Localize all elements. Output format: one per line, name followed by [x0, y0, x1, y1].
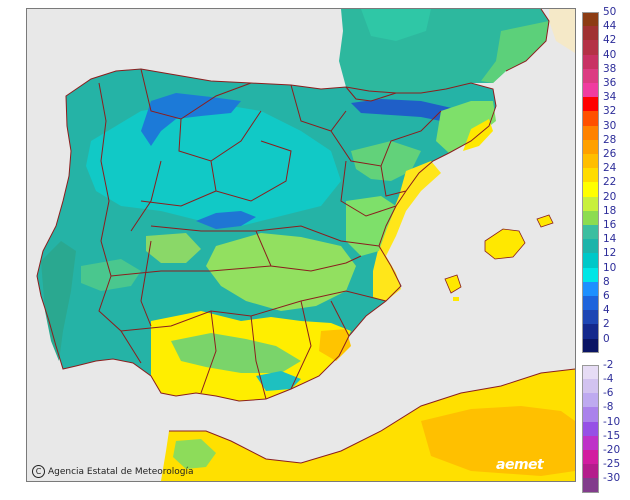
france-north-light	[361, 9, 431, 41]
copyright-icon: C	[32, 465, 45, 478]
legend-swatch	[582, 253, 599, 269]
france-coast-band	[481, 21, 549, 83]
legend-swatch	[582, 182, 599, 198]
legend-label: 6	[603, 290, 610, 302]
madrid-green	[146, 233, 201, 263]
legend-label: -4	[603, 373, 614, 385]
legend-swatch	[582, 310, 599, 325]
legend-label: -25	[603, 458, 621, 471]
legend-swatch	[582, 421, 599, 437]
formentera	[453, 297, 459, 301]
credit-line: C Agencia Estatal de Meteorología	[32, 465, 194, 478]
legend-swatch	[582, 393, 599, 408]
legend-label: -15	[603, 429, 621, 442]
legend-label: 18	[603, 204, 617, 217]
legend-label: 38	[603, 62, 617, 75]
legend-label: -6	[603, 387, 614, 400]
legend-swatch	[582, 12, 599, 27]
legend-swatch	[582, 464, 599, 479]
legend-label: 36	[603, 77, 617, 89]
ebro-green	[351, 141, 421, 181]
legend-label: 2	[603, 318, 610, 331]
legend-label: 32	[603, 105, 617, 118]
legend-swatch	[582, 168, 599, 183]
color-legend: 50 44 42 40 38 36 34 32 30 28 26 24 22 20 18 16 14 12 10 8 6…	[582, 6, 630, 494]
menorca	[536, 214, 554, 228]
legend-label: 34	[603, 91, 617, 104]
legend-label: 40	[603, 48, 617, 61]
legend-swatch	[582, 40, 599, 56]
legend-swatch	[582, 54, 599, 70]
alps-corner	[549, 9, 575, 53]
legend-swatch	[582, 364, 599, 380]
legend-label: 24	[603, 162, 617, 175]
legend-swatch	[582, 267, 599, 283]
map-canvas	[27, 9, 575, 481]
legend-label: 20	[603, 190, 617, 203]
la-mancha-green	[206, 233, 356, 311]
legend-label: 0	[603, 332, 610, 345]
legend-swatch	[582, 154, 599, 169]
legend-swatch	[582, 435, 599, 451]
legend-swatch	[582, 196, 599, 212]
legend-label: 28	[603, 133, 617, 146]
sierra-nevada-cyan	[256, 371, 301, 391]
guadalquivir-green	[171, 333, 301, 373]
legend-label: 44	[603, 20, 617, 33]
southeast-orange	[319, 329, 351, 361]
north-africa-orange	[421, 406, 575, 476]
legend-label: 22	[603, 176, 617, 189]
aemet-logo: aemet	[496, 457, 544, 473]
central-system-blue	[196, 211, 256, 229]
rif-green	[173, 439, 216, 469]
legend-label: 42	[603, 34, 617, 47]
legend-swatch	[582, 478, 599, 494]
legend-swatch	[582, 139, 599, 155]
legend-label: 26	[603, 148, 617, 160]
temperature-map	[26, 8, 576, 482]
legend-swatch	[582, 281, 599, 297]
legend-swatch	[582, 26, 599, 41]
credit-text: Agencia Estatal de Meteorología	[48, 467, 194, 477]
province-borders	[36, 68, 497, 402]
legend-swatch	[582, 225, 599, 240]
legend-label: 12	[603, 247, 617, 260]
legend-label: -20	[603, 444, 621, 456]
legend-swatch	[582, 83, 599, 98]
legend-label: 4	[603, 304, 610, 317]
east-coast-yellow	[373, 161, 441, 301]
cantabrian-blue	[141, 93, 241, 146]
legend-swatch	[582, 450, 599, 465]
country-borders	[169, 9, 575, 464]
portugal-coast	[41, 241, 76, 361]
legend-frame-positive	[582, 12, 599, 353]
legend-label: 30	[603, 119, 617, 132]
legend-swatch	[582, 296, 599, 311]
legend-swatch	[582, 338, 599, 354]
legend-frame-negative	[582, 364, 599, 493]
ibiza	[444, 274, 462, 294]
legend-label: 50	[603, 6, 617, 18]
catalonia-green	[436, 101, 496, 153]
legend-swatch	[582, 111, 599, 127]
legend-swatch	[582, 125, 599, 141]
legend-label: 8	[603, 275, 610, 288]
legend-swatch	[582, 379, 599, 394]
mallorca	[484, 228, 526, 260]
legend-swatch	[582, 210, 599, 226]
legend-label: -30	[603, 472, 621, 485]
legend-label: 14	[603, 233, 617, 246]
legend-swatch	[582, 324, 599, 340]
legend-swatch	[582, 239, 599, 254]
legend-label: 16	[603, 219, 617, 231]
legend-swatch	[582, 407, 599, 423]
legend-label: -10	[603, 415, 621, 428]
legend-swatch	[582, 68, 599, 84]
legend-label: -2	[603, 358, 614, 371]
legend-label: 10	[603, 261, 617, 274]
legend-label: -8	[603, 401, 614, 414]
legend-swatch	[582, 97, 599, 112]
